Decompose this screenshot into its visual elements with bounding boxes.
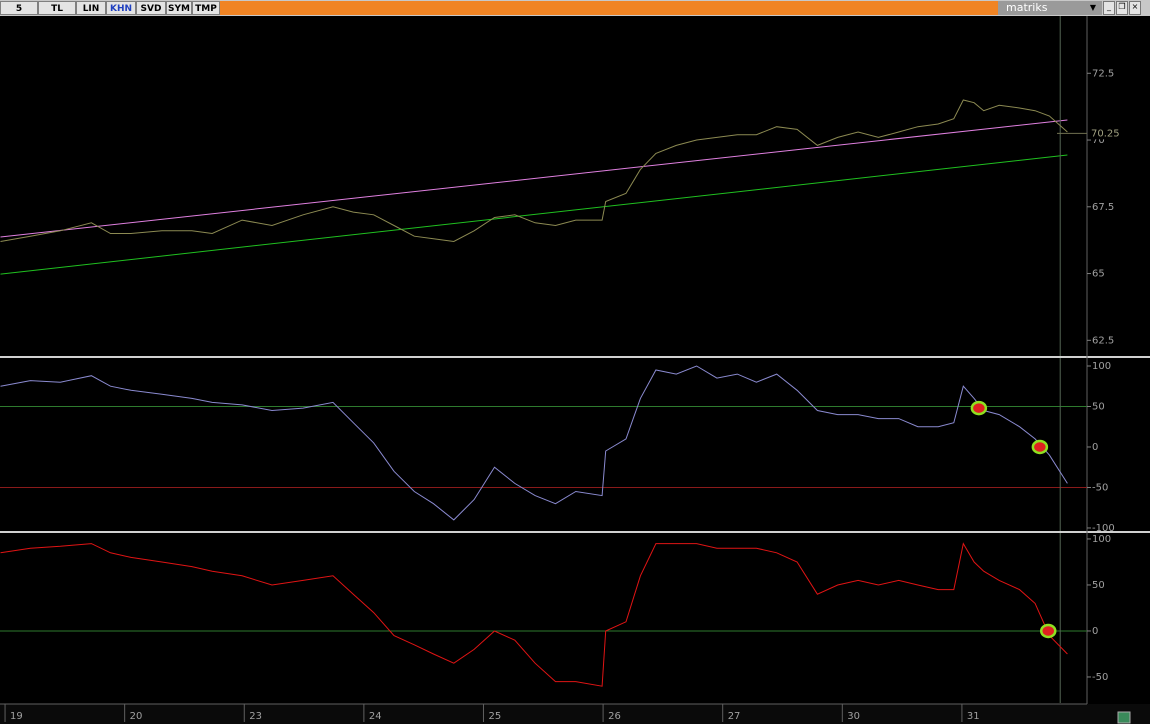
sym-button[interactable]: SYM <box>166 1 192 15</box>
y-tick-label: 50 <box>1092 401 1105 412</box>
restore-button[interactable]: ❐ <box>1116 1 1128 15</box>
lin-button[interactable]: LIN <box>76 1 106 15</box>
x-tick-label: 30 <box>847 711 860 722</box>
y-tick-label: -100 <box>1092 523 1115 534</box>
y-tick-label: 50 <box>1092 580 1105 591</box>
signal-marker <box>1039 623 1057 639</box>
series-line <box>0 365 1068 521</box>
minimize-button[interactable]: _ <box>1103 1 1115 15</box>
logo-dropdown[interactable]: matriks ▼ <box>998 1 1102 15</box>
khn-button[interactable]: KHN <box>106 1 136 15</box>
y-tick-label: 0 <box>1092 442 1098 453</box>
tl-button[interactable]: TL <box>38 1 76 15</box>
series-line <box>0 99 1068 243</box>
refresh-icon[interactable] <box>1117 711 1131 724</box>
signal-marker <box>1031 439 1049 455</box>
x-tick-label: 20 <box>130 711 143 722</box>
x-tick-label: 27 <box>728 711 741 722</box>
signal-marker <box>970 400 988 416</box>
y-tick-label: 62.5 <box>1092 335 1114 346</box>
series-line <box>0 542 1068 687</box>
dropdown-arrow: ▼ <box>1089 3 1096 12</box>
last-value-box <box>1088 127 1128 140</box>
logo-text: matriks <box>1006 1 1048 14</box>
y-tick-label: -50 <box>1092 672 1108 683</box>
title-strip <box>220 1 998 15</box>
x-tick-label: 26 <box>608 711 621 722</box>
x-tick-label: 24 <box>369 711 382 722</box>
last-value-label: 70.25 <box>1091 128 1120 139</box>
x-tick-label: 25 <box>488 711 501 722</box>
y-tick-label: 67.5 <box>1092 202 1114 213</box>
y-tick-label: -50 <box>1092 482 1108 493</box>
close-button[interactable]: × <box>1129 1 1141 15</box>
trend-line <box>0 154 1068 275</box>
y-tick-label: 100 <box>1092 361 1111 372</box>
x-tick-label: 19 <box>10 711 23 722</box>
x-axis-strip <box>0 704 1150 724</box>
y-tick-label: 65 <box>1092 269 1105 280</box>
chart: 62.5 65 67.5 70 72.5 70.25 -100 -50 0 50 100 -50 0 50… <box>0 16 1150 724</box>
x-tick-label: 23 <box>249 711 262 722</box>
trend-line <box>0 119 1068 238</box>
toolbar: 5 TL LIN KHN SVD SYM TMP matriks ▼ _ ❐ × <box>0 0 1150 16</box>
y-tick-label: 70 <box>1092 135 1105 146</box>
y-tick-label: 100 <box>1092 534 1111 545</box>
x-tick-label: 31 <box>967 711 980 722</box>
svd-button[interactable]: SVD <box>136 1 166 15</box>
period-button[interactable]: 5 <box>0 1 38 15</box>
y-tick-label: 0 <box>1092 626 1098 637</box>
y-tick-label: 72.5 <box>1092 68 1114 79</box>
tmp-button[interactable]: TMP <box>192 1 220 15</box>
